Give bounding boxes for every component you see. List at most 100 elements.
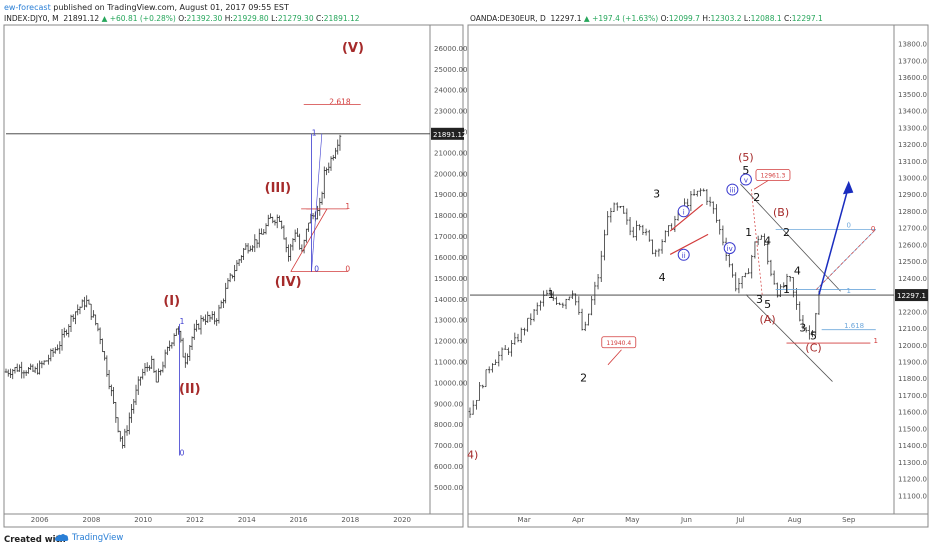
right-circled-wave-label: ii xyxy=(682,252,686,260)
right-fib-red-dashed xyxy=(816,229,877,290)
right-price-callout-box xyxy=(601,336,637,349)
left-y-tick-label: 14000.00 xyxy=(434,296,467,304)
right-y-tick-label: 13400.0 xyxy=(898,108,927,116)
right-circled-wave-label: iv xyxy=(727,245,733,253)
tradingview-logo[interactable]: TradingView xyxy=(55,533,123,543)
right-channel-lower xyxy=(745,294,833,382)
right-red-dashed-drop xyxy=(750,189,763,295)
left-c-label: C: xyxy=(316,14,324,23)
right-wave-label: 3 xyxy=(799,321,806,334)
left-y-tick-label: 20000.00 xyxy=(434,170,467,178)
right-y-tick-label: 12200.0 xyxy=(898,308,927,316)
left-l: 21279.30 xyxy=(277,14,314,23)
right-price-tag xyxy=(895,289,928,302)
right-y-tick-label: 11500.0 xyxy=(898,425,927,433)
right-y-tick-label: 13000.0 xyxy=(898,175,927,183)
right-channel-upper xyxy=(740,183,841,292)
publish-info: published on TradingView.com, August 01,… xyxy=(53,3,289,12)
right-wave-label: (5) xyxy=(738,151,754,164)
right-circled-wave-marker xyxy=(677,248,690,261)
right-wave-label: 1 xyxy=(874,337,878,345)
right-c: 12297.1 xyxy=(791,14,823,23)
left-y-tick-label: 21000.00 xyxy=(434,149,467,157)
left-price-tag-label: 21891.12 xyxy=(433,131,466,139)
left-chart: 26000.0025000.0024000.0023000.0022000.00… xyxy=(4,41,467,524)
right-ticker-line: OANDA:DE30EUR, D 12297.1 ▲ +197.4 (+1.63… xyxy=(470,14,823,23)
left-price-tag xyxy=(431,127,464,140)
right-circled-wave-label: iii xyxy=(729,187,735,195)
left-x-tick-label: 2012 xyxy=(186,516,204,524)
left-change: +60.81 (+0.28%) xyxy=(109,14,176,23)
right-h-label: H: xyxy=(702,14,711,23)
right-y-tick-label: 13800.0 xyxy=(898,41,927,49)
right-red-trend-upper xyxy=(669,203,704,232)
left-y-tick-label: 8000.00 xyxy=(434,421,463,429)
right-y-tick-label: 12900.0 xyxy=(898,191,927,199)
left-wave-label: 1 xyxy=(312,129,317,138)
left-wave-label: 1 xyxy=(180,317,185,326)
right-y-tick-label: 13500.0 xyxy=(898,91,927,99)
right-wave-label: 4 xyxy=(794,265,801,278)
left-ticker: INDEX:DJY0, M xyxy=(4,14,59,23)
right-y-tick-label: 12100.0 xyxy=(898,325,927,333)
left-y-tick-label: 11000.00 xyxy=(434,358,467,366)
right-wave-label: 0 xyxy=(871,225,875,233)
right-circled-wave-marker xyxy=(739,173,752,186)
left-x-tick-label: 2018 xyxy=(341,516,359,524)
right-y-tick-label: 11100.0 xyxy=(898,492,927,500)
right-change: +197.4 (+1.63%) xyxy=(592,14,659,23)
right-h: 12303.2 xyxy=(710,14,742,23)
right-low-callout-arrow xyxy=(607,349,622,366)
right-wave-label: (A) xyxy=(760,313,776,326)
right-ticker: OANDA:DE30EUR, D xyxy=(470,14,546,23)
left-h-label: H: xyxy=(224,14,233,23)
right-wave-label: (B) xyxy=(773,206,789,219)
left-y-tick-label: 5000.00 xyxy=(434,484,463,492)
right-forecast-arrowhead xyxy=(842,180,854,195)
publish-line: ew-forecast published on TradingView.com… xyxy=(4,3,289,12)
left-c: 21891.12 xyxy=(323,14,360,23)
right-last: 12297.1 xyxy=(550,14,582,23)
right-y-tick-label: 13600.0 xyxy=(898,74,927,82)
right-x-tick-label: May xyxy=(625,516,639,524)
right-circled-wave-marker xyxy=(726,183,739,196)
author-link[interactable]: ew-forecast xyxy=(4,3,51,12)
tradingview-brand: TradingView xyxy=(72,533,124,543)
left-y-tick-label: 7000.00 xyxy=(434,442,463,450)
right-red-trend-lower xyxy=(669,233,709,255)
right-y-tick-label: 13700.0 xyxy=(898,57,927,65)
left-y-tick-label: 10000.00 xyxy=(434,379,467,387)
left-y-tick-label: 26000.00 xyxy=(434,45,467,53)
right-y-tick-label: 11700.0 xyxy=(898,392,927,400)
left-y-tick-label: 16000.00 xyxy=(434,254,467,262)
right-y-tick-label: 12400.0 xyxy=(898,275,927,283)
right-wave-label: 4) xyxy=(467,448,478,461)
left-y-tick-label: 24000.00 xyxy=(434,87,467,95)
right-wave-label: 4 xyxy=(764,234,771,247)
right-y-tick-label: 13200.0 xyxy=(898,141,927,149)
left-wave-label: (I) xyxy=(163,294,180,309)
right-l: 12088.1 xyxy=(750,14,782,23)
left-wave-label: (II) xyxy=(179,382,201,397)
left-x-tick-label: 2008 xyxy=(83,516,101,524)
right-x-tick-label: Jun xyxy=(680,516,692,524)
right-o-label: O: xyxy=(660,14,669,23)
right-chart-frame xyxy=(467,24,929,528)
left-l-label: L: xyxy=(271,14,278,23)
created-with-label: Created with xyxy=(4,535,66,545)
right-o: 12099.7 xyxy=(668,14,700,23)
left-wave-label: (III) xyxy=(265,181,291,196)
left-y-tick-label: 6000.00 xyxy=(434,463,463,471)
left-wave-label: 0 xyxy=(180,449,185,458)
tradingview-cloud-icon xyxy=(55,534,69,541)
left-wave-label: 0 xyxy=(345,265,350,274)
right-circled-wave-label: v xyxy=(744,177,748,185)
right-wave-label: 5 xyxy=(810,330,817,343)
right-up-arrow-icon: ▲ xyxy=(583,14,590,23)
left-blue-diag xyxy=(311,133,323,272)
right-y-tick-label: 11400.0 xyxy=(898,442,927,450)
right-y-tick-label: 11200.0 xyxy=(898,476,927,484)
left-wave-label: (V) xyxy=(342,41,364,56)
right-wave-label: 5 xyxy=(742,164,749,177)
